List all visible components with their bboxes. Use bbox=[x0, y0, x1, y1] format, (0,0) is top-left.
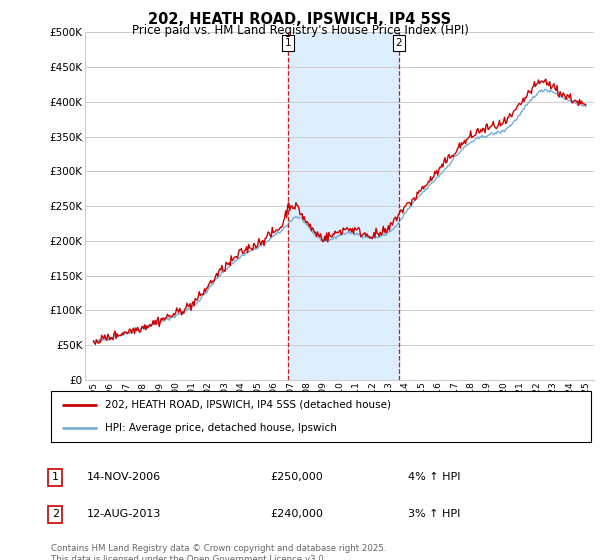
Text: 4% ↑ HPI: 4% ↑ HPI bbox=[408, 472, 461, 482]
Text: £240,000: £240,000 bbox=[270, 509, 323, 519]
Text: Contains HM Land Registry data © Crown copyright and database right 2025.
This d: Contains HM Land Registry data © Crown c… bbox=[51, 544, 386, 560]
Text: 202, HEATH ROAD, IPSWICH, IP4 5SS (detached house): 202, HEATH ROAD, IPSWICH, IP4 5SS (detac… bbox=[105, 400, 391, 410]
Text: HPI: Average price, detached house, Ipswich: HPI: Average price, detached house, Ipsw… bbox=[105, 423, 337, 433]
FancyBboxPatch shape bbox=[51, 391, 591, 442]
Text: £250,000: £250,000 bbox=[270, 472, 323, 482]
Text: Price paid vs. HM Land Registry's House Price Index (HPI): Price paid vs. HM Land Registry's House … bbox=[131, 24, 469, 37]
Text: 12-AUG-2013: 12-AUG-2013 bbox=[87, 509, 161, 519]
Text: 1: 1 bbox=[52, 472, 59, 482]
Text: 1: 1 bbox=[285, 38, 292, 48]
Text: 3% ↑ HPI: 3% ↑ HPI bbox=[408, 509, 460, 519]
Text: 2: 2 bbox=[396, 38, 403, 48]
Text: 2: 2 bbox=[52, 509, 59, 519]
Text: 202, HEATH ROAD, IPSWICH, IP4 5SS: 202, HEATH ROAD, IPSWICH, IP4 5SS bbox=[148, 12, 452, 27]
Bar bbox=[288, 32, 399, 380]
Text: 14-NOV-2006: 14-NOV-2006 bbox=[87, 472, 161, 482]
